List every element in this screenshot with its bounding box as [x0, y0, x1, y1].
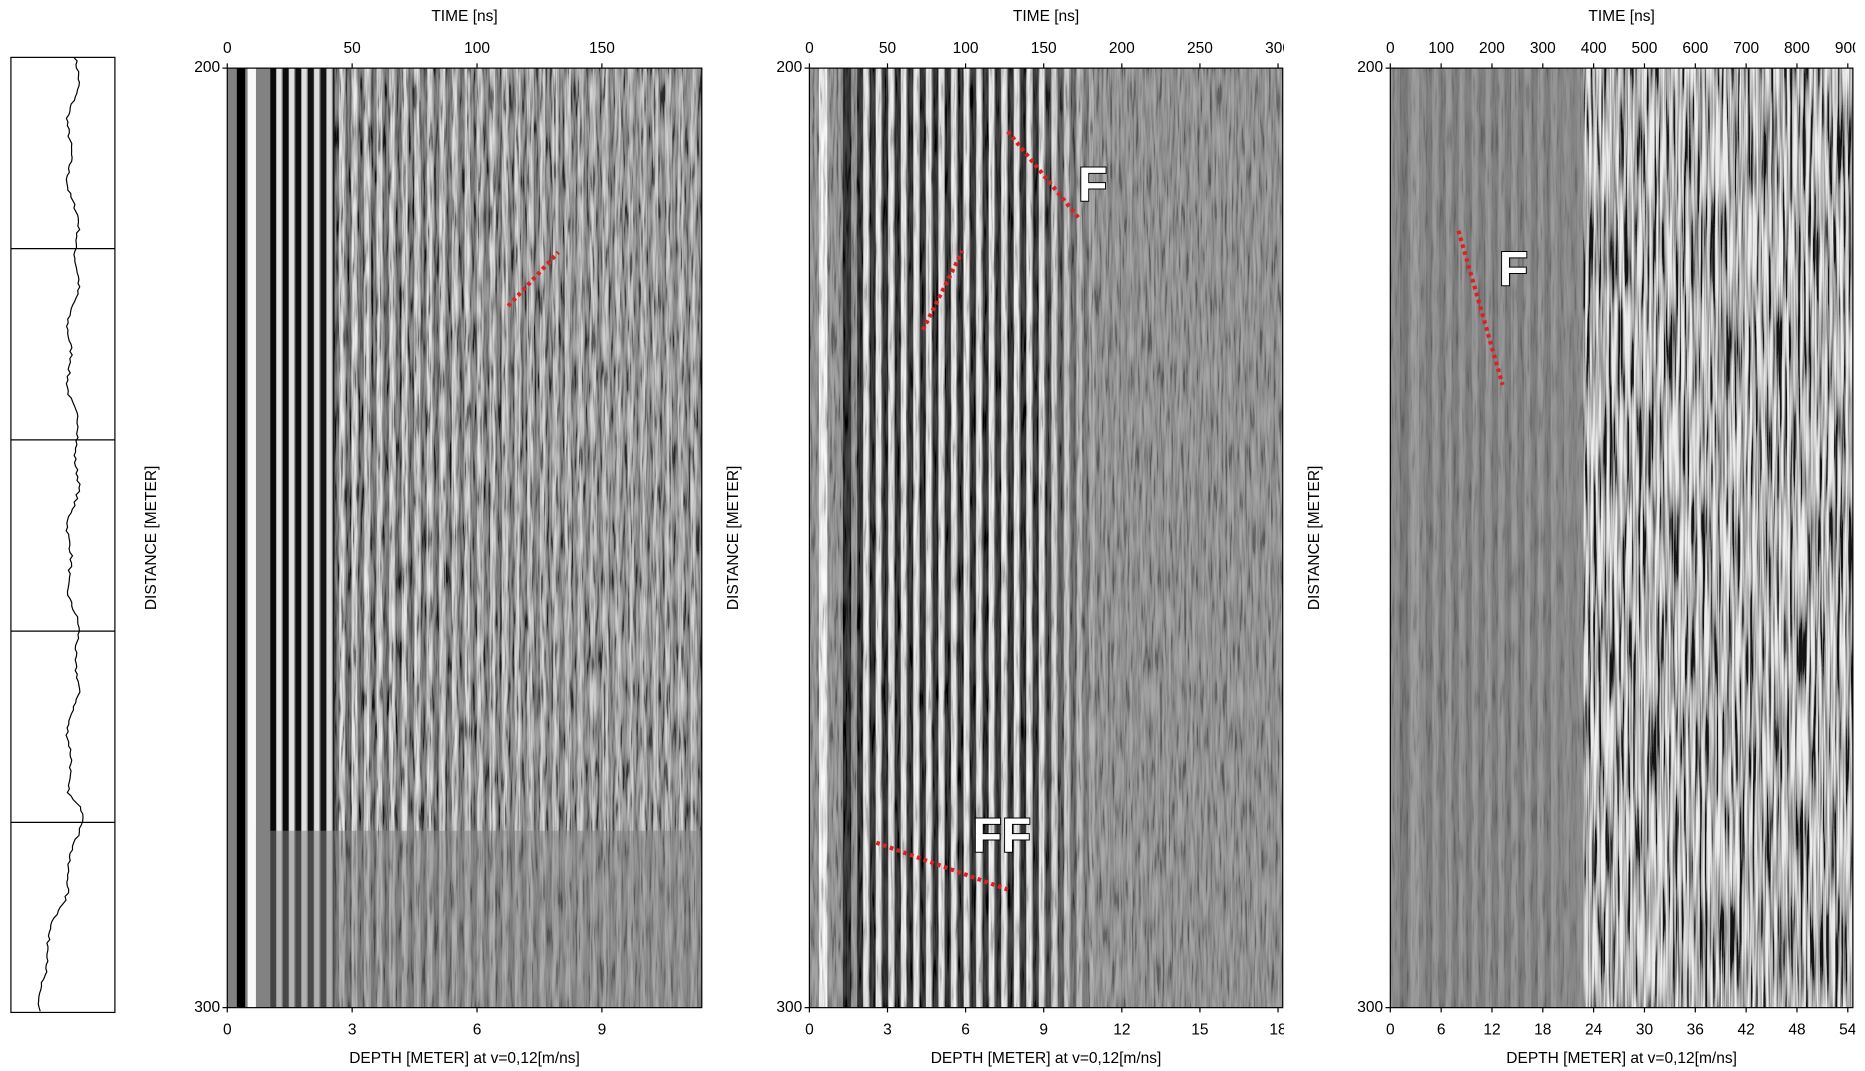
stripe: [276, 68, 282, 1008]
x2-tick-label: 3: [883, 1021, 892, 1038]
x-tick-label: 0: [805, 40, 814, 57]
stripe: [314, 68, 320, 1008]
x2-tick-label: 48: [1788, 1021, 1805, 1038]
x-tick-label: 150: [1031, 40, 1057, 57]
plot-frame: [808, 67, 1284, 1009]
y-tick-label: 300: [1357, 999, 1383, 1016]
x2-tick-label: 6: [961, 1021, 970, 1038]
x2-axis-title: DEPTH [METER] at v=0,12[m/ns]: [349, 1050, 580, 1067]
x2-tick-label: 12: [1483, 1021, 1500, 1038]
x2-tick-label: 0: [1386, 1021, 1395, 1038]
x-axis-title: TIME [ns]: [431, 8, 497, 25]
tick-labels: 0 100 200 300 400 500 600 700 800 900 0 6 12 18 24 30 36…: [1386, 40, 1861, 1038]
x-axis-title: TIME [ns]: [1588, 8, 1654, 25]
profile-panel: [10, 56, 116, 1014]
x2-tick-label: 0: [805, 1021, 814, 1038]
x-tick-label: 900: [1835, 40, 1861, 57]
stripe: [320, 68, 327, 1008]
direct-wave: [247, 68, 256, 1008]
x-tick-label: 600: [1682, 40, 1708, 57]
x-tick-label: 300: [1265, 40, 1291, 57]
stripe: [301, 68, 307, 1008]
reflector-line: [875, 840, 1011, 893]
x-axis-title: TIME [ns]: [1013, 8, 1079, 25]
x2-tick-label: 6: [473, 1021, 482, 1038]
x2-axis-title: DEPTH [METER] at v=0,12[m/ns]: [931, 1050, 1162, 1067]
direct-wave: [236, 68, 246, 1008]
x-tick-label: 100: [953, 40, 979, 57]
x-tick-label: 50: [879, 40, 897, 57]
x2-tick-label: 15: [1191, 1021, 1208, 1038]
tick-labels: 0 50 100 150 200 250 300 0 3 6 9 12 15 18: [805, 40, 1291, 1038]
x2-tick-label: 9: [598, 1021, 607, 1038]
x2-tick-label: 24: [1585, 1021, 1603, 1038]
noise: [809, 68, 1283, 1008]
x-tick-label: 0: [1386, 40, 1395, 57]
x2-tick-label: 9: [1039, 1021, 1048, 1038]
reflector-line: [1456, 230, 1505, 386]
x-tick-label: 100: [1428, 40, 1454, 57]
y-tick-label: 200: [194, 59, 220, 76]
stripe: [282, 68, 289, 1008]
noise: [1583, 68, 1853, 1008]
x2-axis-title: DEPTH [METER] at v=0,12[m/ns]: [1506, 1050, 1737, 1067]
stripe: [289, 68, 295, 1008]
y-tick-label: 200: [1357, 59, 1383, 76]
annotations: F FF F: [506, 130, 1529, 893]
x2-tick-label: 18: [1269, 1021, 1286, 1038]
y-tick-label: 200: [776, 59, 802, 76]
x2-tick-label: 42: [1738, 1021, 1755, 1038]
x-tick-label: 800: [1784, 40, 1810, 57]
y-axis-title: DISTANCE [METER]: [1306, 466, 1323, 611]
x-tick-label: 400: [1581, 40, 1607, 57]
radargram: [1390, 68, 1858, 1008]
x-tick-label: 200: [1109, 40, 1135, 57]
radargram-images: [227, 68, 1858, 1008]
radargram: [227, 68, 708, 1008]
x-tick-label: 700: [1733, 40, 1759, 57]
x-tick-label: 150: [589, 40, 615, 57]
x2-tick-label: 6: [1437, 1021, 1446, 1038]
x-tick-label: 100: [464, 40, 490, 57]
x-tick-label: 250: [1187, 40, 1213, 57]
stripe: [703, 68, 708, 1008]
radargram: [809, 68, 1283, 1008]
x-tick-label: 0: [223, 40, 232, 57]
y-tick-label: 300: [194, 999, 220, 1016]
x2-tick-label: 12: [1113, 1021, 1130, 1038]
y-axis-title: DISTANCE [METER]: [143, 466, 160, 611]
reflector-line: [921, 250, 965, 331]
stripe: [307, 68, 314, 1008]
profile-frame: [10, 56, 116, 1014]
x-tick-label: 500: [1632, 40, 1658, 57]
x-tick-label: 300: [1530, 40, 1556, 57]
stripe: [1853, 68, 1858, 1008]
x2-tick-label: 30: [1636, 1021, 1654, 1038]
tick-labels: 0 50 100 150 0 3 6 9: [223, 40, 615, 1038]
x2-tick-label: 18: [1534, 1021, 1551, 1038]
y-axis-title: DISTANCE [METER]: [725, 466, 742, 611]
profile-trace: [37, 56, 84, 1012]
x2-tick-label: 54: [1839, 1021, 1857, 1038]
x-tick-label: 50: [344, 40, 362, 57]
stripe: [326, 68, 332, 1008]
plot-frame: [1389, 67, 1854, 1009]
y-tick-label: 300: [776, 999, 802, 1016]
attenuated-zone: [255, 830, 702, 1008]
stripe: [270, 68, 276, 1008]
x2-tick-label: 3: [348, 1021, 357, 1038]
fault-label: FF: [973, 810, 1031, 863]
x-tick-label: 200: [1479, 40, 1505, 57]
fault-label: F: [1499, 243, 1528, 296]
x2-tick-label: 0: [223, 1021, 232, 1038]
reflector-line: [506, 250, 560, 308]
x2-tick-label: 36: [1687, 1021, 1704, 1038]
plot-frame: [226, 67, 703, 1009]
stripe: [295, 68, 302, 1008]
fault-label: F: [1078, 158, 1107, 211]
